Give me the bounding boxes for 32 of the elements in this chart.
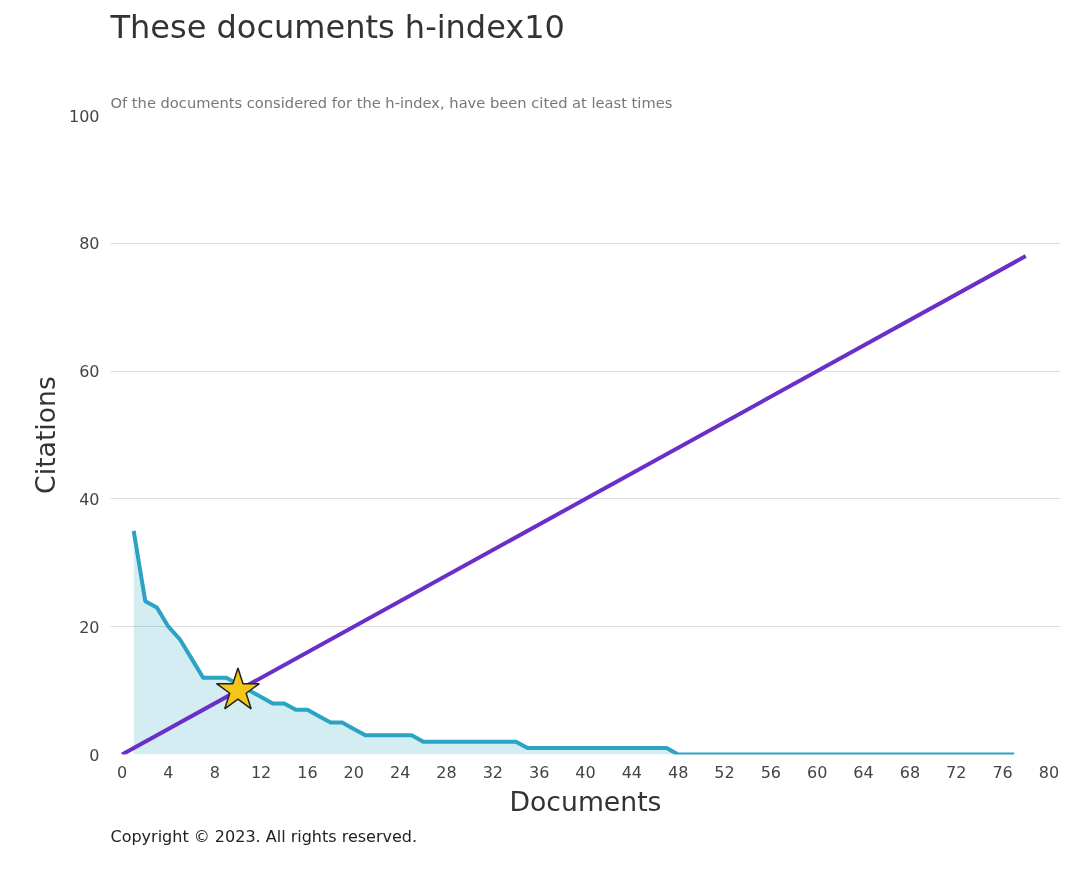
- x-tick-label: 44: [621, 762, 643, 782]
- x-tick-label: 4: [163, 762, 174, 782]
- x-tick-label: 24: [389, 762, 411, 782]
- x-tick-label: 40: [575, 762, 596, 782]
- y-tick-label: 0: [89, 745, 100, 765]
- x-tick-label: 68: [899, 762, 921, 782]
- x-tick-label: 12: [250, 762, 272, 782]
- x-tick-label: 72: [946, 762, 967, 782]
- y-tick-label: 100: [68, 106, 100, 126]
- x-tick-label: 20: [343, 762, 364, 782]
- x-tick-label: 16: [297, 762, 318, 782]
- y-tick-label: 40: [79, 489, 100, 509]
- x-tick-label: 64: [853, 762, 874, 782]
- x-tick-label: 80: [1038, 762, 1060, 782]
- chart-subtitle: Of the documents considered for the h-index, have been cited at least times: [110, 93, 673, 111]
- y-tick-label: 20: [79, 617, 100, 637]
- x-tick-label: 52: [714, 762, 735, 782]
- x-axis-title: Documents: [509, 785, 662, 817]
- x-tick-label: 56: [760, 762, 782, 782]
- text: Copyright © 2023. All rights reserved.: [110, 826, 418, 846]
- x-tick-label: 28: [436, 762, 457, 782]
- x-tick-label: 60: [807, 762, 828, 782]
- x-tick-label: 76: [992, 762, 1013, 782]
- x-tick-label: 36: [528, 762, 550, 782]
- x-tick-label: 8: [209, 762, 220, 782]
- x-tick-label: 32: [482, 762, 503, 782]
- y-axis-title: Citations: [29, 376, 61, 494]
- y-tick-label: 80: [79, 234, 100, 254]
- x-tick-label: 0: [117, 762, 128, 782]
- chart-title: These documents h-index10: [109, 7, 565, 46]
- x-tick-label: 48: [668, 762, 689, 782]
- y-tick-label: 60: [79, 362, 100, 382]
